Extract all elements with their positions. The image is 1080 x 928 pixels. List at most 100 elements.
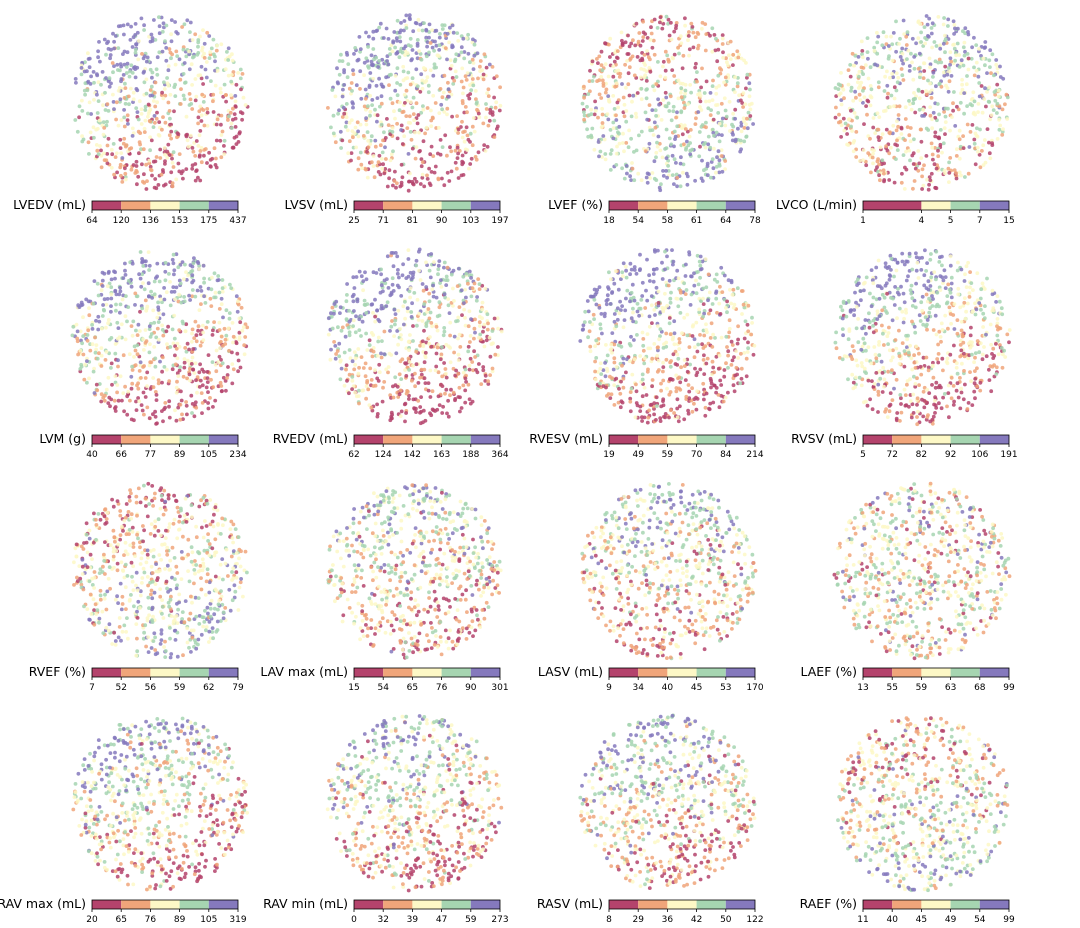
data-point (406, 257, 411, 261)
data-point (163, 162, 167, 166)
data-point (115, 383, 120, 387)
data-point (413, 371, 417, 376)
data-point (187, 347, 192, 352)
data-point (469, 317, 473, 322)
data-point (953, 58, 957, 63)
data-point (659, 388, 663, 393)
data-point (457, 332, 462, 337)
data-point (929, 96, 934, 100)
data-point (419, 395, 423, 399)
data-point (115, 170, 119, 175)
data-point (972, 73, 977, 78)
data-point (481, 329, 485, 334)
data-point (376, 65, 380, 69)
data-point (967, 145, 972, 149)
data-point (123, 101, 128, 106)
data-point (701, 358, 706, 362)
data-point (148, 119, 153, 124)
data-point (421, 104, 425, 108)
data-point (237, 335, 242, 340)
data-point (141, 337, 146, 342)
data-point (942, 126, 947, 130)
data-point (404, 346, 409, 351)
data-point (723, 108, 728, 113)
data-point (192, 141, 197, 145)
data-point (448, 360, 453, 365)
data-point (462, 139, 467, 144)
data-point (104, 387, 109, 392)
data-point (141, 390, 146, 395)
data-point (645, 298, 650, 303)
data-point (161, 96, 166, 101)
data-point (478, 59, 483, 63)
data-point (467, 367, 472, 372)
data-point (441, 404, 445, 409)
data-point (241, 325, 246, 329)
data-point (852, 63, 857, 68)
data-point (372, 175, 377, 180)
data-point (357, 365, 361, 370)
data-point (627, 93, 632, 98)
data-point (632, 150, 636, 154)
data-point (152, 292, 157, 297)
data-point (654, 155, 658, 160)
data-point (460, 135, 465, 140)
data-point (134, 408, 139, 412)
data-point (675, 124, 680, 129)
data-point (876, 85, 881, 90)
data-point (716, 47, 721, 52)
data-point (963, 31, 967, 36)
data-point (659, 118, 664, 122)
colorbar-frame (862, 200, 1010, 211)
data-point (622, 176, 627, 181)
data-point (474, 101, 479, 106)
data-point (448, 393, 452, 398)
data-point (672, 52, 677, 57)
data-point (399, 377, 404, 381)
data-point (83, 92, 87, 97)
data-point (461, 36, 466, 41)
data-point (199, 160, 204, 165)
data-point (211, 405, 215, 409)
data-point (133, 348, 138, 353)
data-point (910, 153, 915, 158)
data-point (651, 133, 656, 137)
data-point (961, 146, 966, 151)
data-point (116, 326, 121, 330)
data-point (723, 159, 728, 163)
data-point (943, 120, 948, 124)
data-point (592, 147, 597, 152)
data-point (922, 69, 927, 73)
data-point (865, 50, 870, 54)
data-point (398, 39, 403, 44)
data-point (902, 32, 907, 36)
colorbar-tick-label: 364 (491, 450, 508, 460)
data-point (456, 266, 461, 271)
data-point (210, 360, 215, 364)
data-point (395, 18, 400, 23)
data-point (148, 342, 152, 347)
data-point (918, 22, 923, 26)
data-point (712, 146, 716, 151)
data-point (169, 290, 174, 294)
data-point (201, 108, 206, 112)
data-point (402, 46, 406, 51)
data-point (140, 408, 145, 413)
data-point (728, 129, 732, 133)
data-point (981, 143, 986, 148)
data-point (338, 311, 342, 315)
data-point (664, 127, 669, 132)
data-point (342, 350, 347, 355)
data-point (661, 365, 666, 369)
data-point (229, 121, 234, 126)
data-point (965, 74, 969, 78)
data-point (959, 173, 963, 178)
data-point (675, 415, 680, 420)
data-point (399, 128, 403, 132)
data-point (116, 123, 121, 128)
data-point (134, 399, 138, 404)
data-point (857, 74, 861, 79)
data-point (351, 318, 356, 323)
colorbar-tick-label: 7 (977, 216, 983, 226)
data-point (603, 152, 608, 156)
